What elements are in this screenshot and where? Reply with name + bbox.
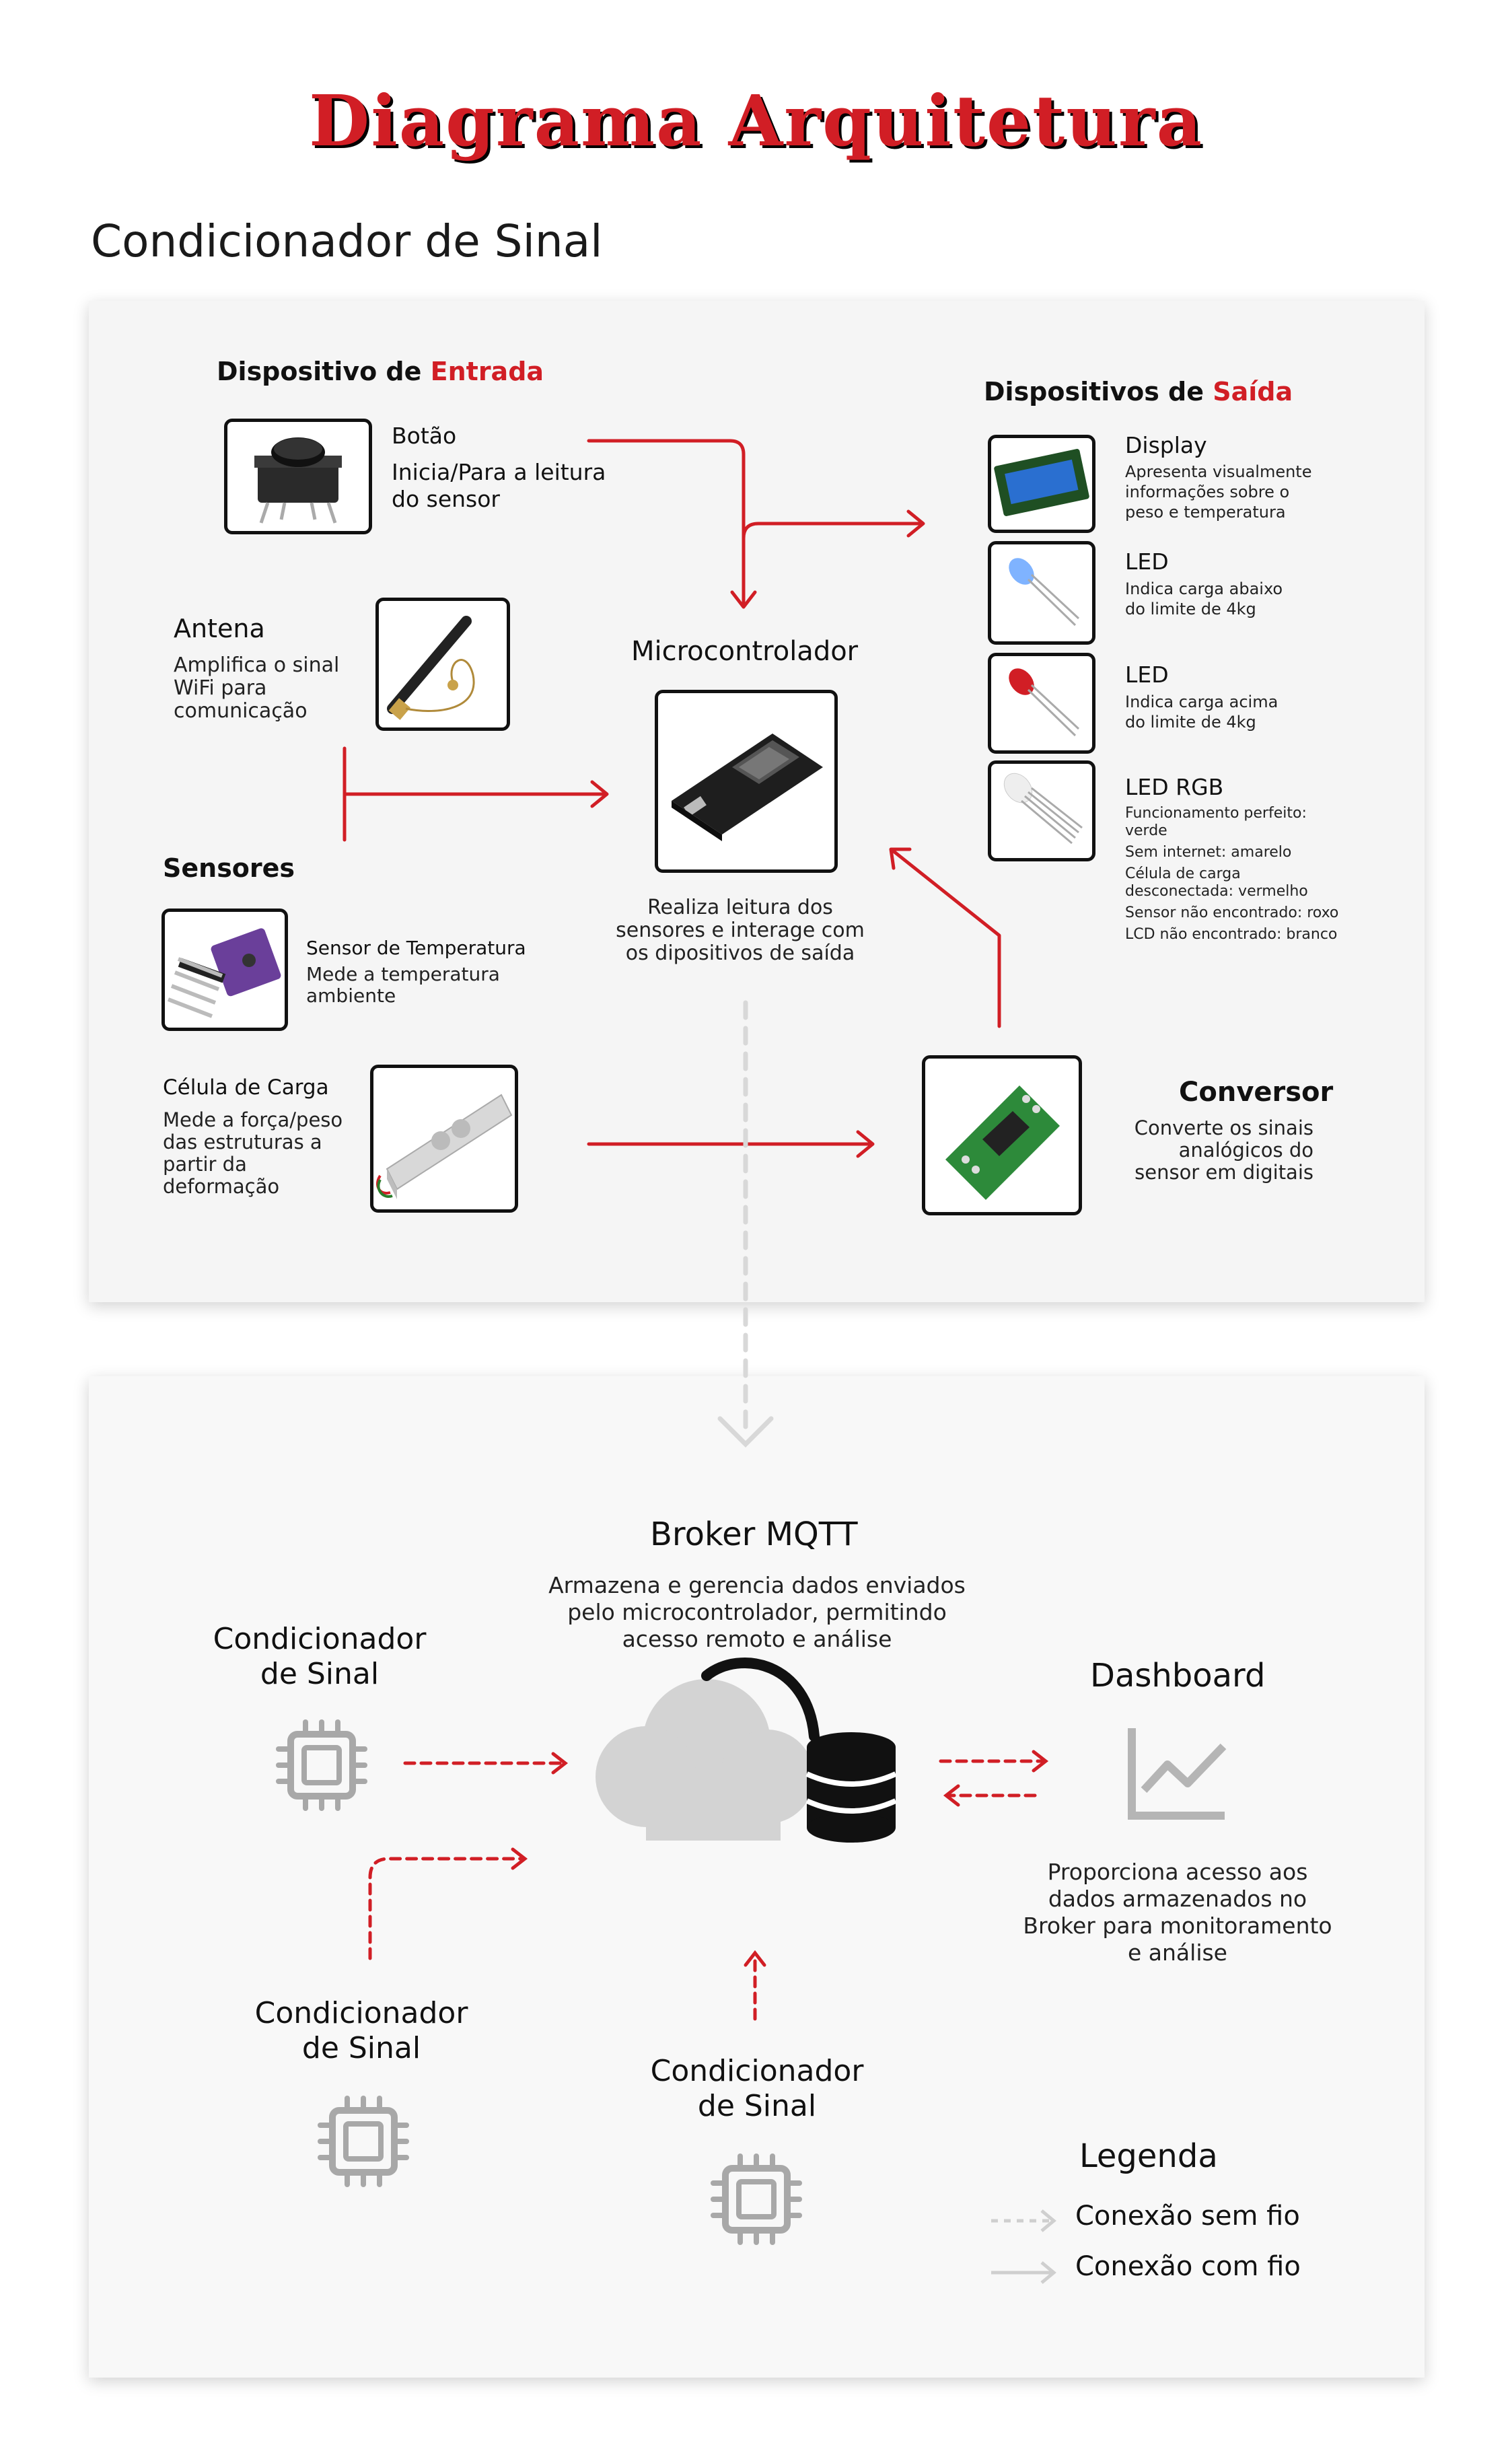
led-blue-name: LED — [1125, 548, 1169, 575]
antenna-image — [375, 598, 510, 731]
broker-cloud-icon — [585, 1655, 908, 1844]
led-red-desc: Indica carga acima do limite de 4kg — [1125, 692, 1279, 732]
antenna-desc: Amplifica o sinal WiFi para comunicação — [174, 653, 340, 723]
node-2-label: Condicionador de Sinal — [254, 1996, 468, 2065]
dashboard-name: Dashboard — [1090, 1657, 1266, 1695]
rgb-line-white: LCD não encontrado: branco — [1125, 926, 1338, 943]
led-rgb-desc: Funcionamento perfeito: verde Sem intern… — [1125, 805, 1347, 943]
microcontroller-name: Microcontrolador — [631, 636, 859, 667]
input-heading: Dispositivo de Entrada — [217, 357, 544, 386]
rgb-line-red: Célula de carga desconectada: vermelho — [1125, 865, 1308, 900]
rgb-line-purple: Sensor não encontrado: roxo — [1125, 904, 1339, 921]
chart-line-icon — [1124, 1723, 1231, 1824]
led-blue-image — [988, 541, 1095, 645]
load-cell-image — [370, 1065, 518, 1213]
legend-wired-arrow-icon — [988, 2256, 1062, 2289]
network-panel — [89, 1376, 1425, 2378]
database-icon — [801, 1730, 902, 1844]
load-cell-desc: Mede a força/peso das estruturas a parti… — [163, 1108, 343, 1198]
display-name: Display — [1125, 432, 1207, 458]
node-3-label: Condicionador de Sinal — [650, 2054, 864, 2123]
antenna-name: Antena — [174, 614, 265, 643]
led-rgb-image — [988, 760, 1095, 861]
led-blue-desc: Indica carga abaixo do limite de 4kg — [1125, 579, 1283, 618]
button-image — [224, 419, 372, 534]
node-3-chip-icon — [711, 2153, 802, 2245]
node-1-chip-icon — [276, 1719, 367, 1811]
load-cell-name: Célula de Carga — [163, 1075, 329, 1100]
legend-wireless-arrow-icon — [988, 2204, 1062, 2238]
temperature-sensor-desc: Mede a temperatura ambiente — [306, 963, 500, 1007]
converter-image — [922, 1055, 1082, 1215]
display-image — [988, 435, 1095, 533]
legend-wired-label: Conexão com fio — [1075, 2251, 1301, 2282]
led-rgb-name: LED RGB — [1125, 774, 1224, 800]
rgb-line-yellow: Sem internet: amarelo — [1125, 844, 1292, 861]
microcontroller-desc: Realiza leitura dos sensores e interage … — [616, 896, 865, 965]
output-heading: Dispositivos de Saída — [984, 377, 1293, 406]
rgb-line-green: Funcionamento perfeito: verde — [1125, 805, 1307, 839]
broker-desc: Armazena e gerencia dados enviados pelo … — [548, 1572, 966, 1652]
converter-desc: Converte os sinais analógicos do sensor … — [1134, 1116, 1313, 1184]
broker-name: Broker MQTT — [650, 1516, 858, 1553]
node-2-chip-icon — [318, 2096, 409, 2187]
temperature-sensor-name: Sensor de Temperatura — [306, 937, 526, 959]
sensors-heading: Sensores — [163, 853, 295, 883]
microcontroller-image — [655, 690, 838, 873]
led-red-image — [988, 653, 1095, 754]
section-title: Condicionador de Sinal — [91, 215, 603, 267]
page-title: Diagrama Arquitetura — [309, 79, 1203, 162]
dashboard-desc: Proporciona acesso aos dados armazenados… — [1023, 1859, 1332, 1966]
temperature-sensor-image — [161, 909, 288, 1031]
legend-title: Legenda — [1079, 2137, 1218, 2175]
legend-wireless-label: Conexão sem fio — [1075, 2201, 1300, 2232]
button-name: Botão — [392, 423, 457, 449]
converter-name: Conversor — [1179, 1077, 1334, 1108]
node-1-label: Condicionador de Sinal — [213, 1622, 427, 1691]
led-red-name: LED — [1125, 662, 1169, 688]
display-desc: Apresenta visualmente informações sobre … — [1125, 462, 1312, 522]
button-desc: Inicia/Para a leitura do sensor — [392, 459, 606, 512]
